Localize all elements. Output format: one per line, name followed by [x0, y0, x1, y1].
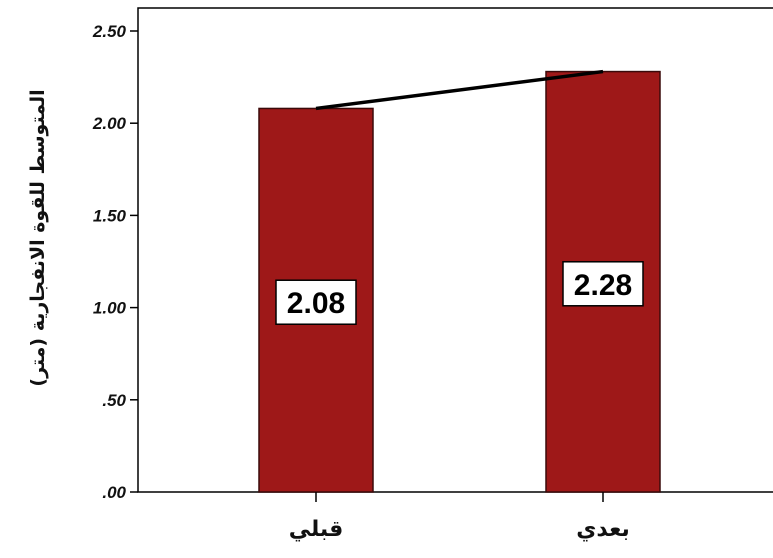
plot-area: .00 .50 1.00 1.50 2.00 2.50 المتوسط للقوة الان… [27, 7, 773, 542]
connector-line [315, 69, 604, 111]
x-category-label: بعدي [576, 517, 630, 542]
y-tick-label: .50 [102, 391, 126, 410]
y-tick-label: 1.50 [93, 206, 127, 225]
y-tick-label: .00 [102, 483, 126, 502]
y-tick-label: 2.00 [92, 114, 127, 133]
y-axis-title: المتوسط للقوة الانفجارية (متر) [27, 89, 49, 386]
y-tick-label: 2.50 [92, 22, 127, 41]
data-label-box [562, 261, 644, 307]
data-label-box [275, 279, 357, 325]
plot-frame [137, 7, 773, 493]
y-tick-label: 1.00 [93, 299, 127, 318]
data-label: 2.08 [287, 287, 345, 320]
x-category-label: قبلي [289, 517, 344, 542]
data-label: 2.28 [574, 269, 632, 302]
